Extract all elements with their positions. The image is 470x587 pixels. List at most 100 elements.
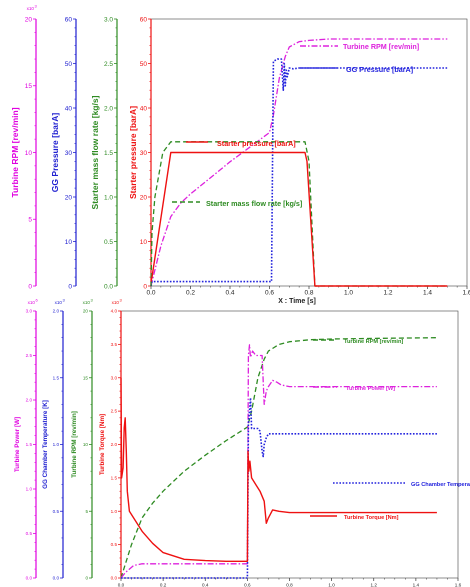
y-tick-label: 50 [140, 61, 148, 68]
y-tick-label: 30 [140, 150, 148, 157]
y-tick-label: 0 [143, 283, 147, 290]
series-line-0-0 [150, 38, 448, 287]
series-line-0-3 [150, 151, 448, 287]
y-tick-label: 10 [83, 442, 89, 447]
y-tick-label: 0.0 [111, 576, 118, 581]
axis-exponent-power: 3 [91, 298, 94, 303]
y-axis-label: Starter pressure [barA] [128, 106, 138, 199]
x-tick-label: 1.2 [383, 290, 392, 297]
legend-label: Turbine RPM [rev/min] [344, 339, 403, 345]
x-tick-label: 0.6 [265, 290, 274, 297]
y-tick-label: 15 [25, 83, 33, 90]
y-tick-label: 20 [140, 194, 148, 201]
y-tick-label: 2.0 [26, 398, 33, 403]
x-tick-label: 1.4 [423, 290, 432, 297]
x-tick-label: 0.6 [244, 583, 251, 587]
axis-exponent: x10 [55, 300, 63, 305]
legend-label: Turbine Torque [Nm] [344, 515, 399, 521]
y-tick-label: 1.5 [53, 375, 60, 380]
axis-exponent: x10 [28, 300, 36, 305]
y-tick-label: 5 [28, 217, 32, 224]
axis-exponent: x10 [83, 300, 91, 305]
y-tick-label: 0 [28, 283, 32, 290]
y-tick-label: 1.0 [26, 487, 33, 492]
x-tick-label: 0.4 [202, 583, 209, 587]
y-axis-label: GG Chamber Temperature [K] [42, 400, 49, 489]
y-tick-label: 0.5 [53, 509, 60, 514]
legend-label: GG Pressure [barA] [346, 65, 413, 74]
y-tick-label: 5 [85, 509, 88, 514]
axis-exponent-power: 6 [36, 298, 39, 303]
x-tick-label: 0.8 [286, 583, 293, 587]
y-axis-label: GG Pressure [barA] [50, 113, 60, 193]
y-tick-label: 1.5 [26, 442, 33, 447]
y-tick-label: 10 [65, 239, 73, 246]
y-axis-label: Starter mass flow rate [kg/s] [90, 95, 100, 209]
y-tick-label: 20 [25, 16, 33, 23]
y-axis-label: Turbine RPM [rev/min] [10, 107, 20, 197]
y-tick-label: 0.5 [26, 531, 33, 536]
y-tick-label: 40 [65, 105, 73, 112]
legend-label: Turbine Power [W] [346, 386, 395, 392]
x-tick-label: 1.6 [462, 290, 470, 297]
x-tick-label: 1.6 [455, 583, 462, 587]
series-line-1-2 [121, 396, 437, 579]
x-tick-label: 1.0 [328, 583, 335, 587]
y-tick-label: 0 [68, 283, 72, 290]
y-tick-label: 2.0 [53, 309, 60, 314]
y-tick-label: 60 [65, 16, 73, 23]
y-axis-label: Turbine RPM [rev/min] [71, 411, 78, 478]
legend-label: GG Chamber Temperature [K] [411, 482, 470, 488]
y-tick-label: 0.0 [26, 576, 33, 581]
x-tick-label: 0.0 [118, 583, 125, 587]
y-tick-label: 2.5 [104, 61, 113, 68]
y-tick-label: 60 [140, 16, 148, 23]
x-axis-label: X : Time [s] [278, 298, 316, 305]
series-line-0-2 [150, 141, 448, 287]
y-tick-label: 15 [83, 375, 89, 380]
y-tick-label: 1.0 [53, 442, 60, 447]
series-line-1-3 [120, 377, 437, 562]
y-tick-label: 3.5 [111, 342, 118, 347]
y-tick-label: 10 [140, 239, 148, 246]
y-tick-label: 2.0 [104, 105, 113, 112]
y-tick-label: 1.5 [111, 475, 118, 480]
y-tick-label: 2.5 [26, 353, 33, 358]
y-tick-label: 0.5 [111, 542, 118, 547]
y-tick-label: 1.0 [111, 509, 118, 514]
y-tick-label: 1.5 [104, 150, 113, 157]
x-tick-label: 0.2 [160, 583, 167, 587]
y-tick-label: 2.0 [111, 442, 118, 447]
y-tick-label: 3.0 [111, 375, 118, 380]
series-line-1-0 [120, 337, 437, 579]
y-tick-label: 30 [65, 150, 73, 157]
y-tick-label: 0.0 [104, 283, 113, 290]
y-tick-label: 4.0 [111, 309, 118, 314]
x-tick-label: 0.0 [146, 290, 155, 297]
y-tick-label: 20 [65, 194, 73, 201]
legend-label: Starter pressure [barA] [217, 139, 296, 148]
x-tick-label: 1.0 [344, 290, 353, 297]
x-tick-label: 0.2 [186, 290, 195, 297]
x-tick-label: 1.2 [371, 583, 378, 587]
x-tick-label: 0.4 [225, 290, 234, 297]
axis-exponent-power: 3 [35, 4, 38, 9]
y-tick-label: 0.0 [53, 576, 60, 581]
y-tick-label: 0 [85, 576, 88, 581]
plot-area-1 [120, 310, 459, 579]
y-axis-label: Turbine Torque [Nm] [99, 414, 106, 475]
y-tick-label: 2.5 [111, 409, 118, 414]
y-tick-label: 3.0 [26, 309, 33, 314]
y-tick-label: 40 [140, 105, 148, 112]
legend-label: Turbine RPM [rev/min] [343, 42, 419, 51]
axis-exponent: x10 [112, 300, 120, 305]
y-tick-label: 50 [65, 61, 73, 68]
series-line-0-1 [150, 58, 448, 287]
y-tick-label: 1.0 [104, 194, 113, 201]
y-tick-label: 0.5 [104, 239, 113, 246]
x-tick-label: 0.8 [304, 290, 313, 297]
y-tick-label: 20 [83, 309, 89, 314]
y-axis-label: Turbine Power [W] [14, 417, 21, 472]
